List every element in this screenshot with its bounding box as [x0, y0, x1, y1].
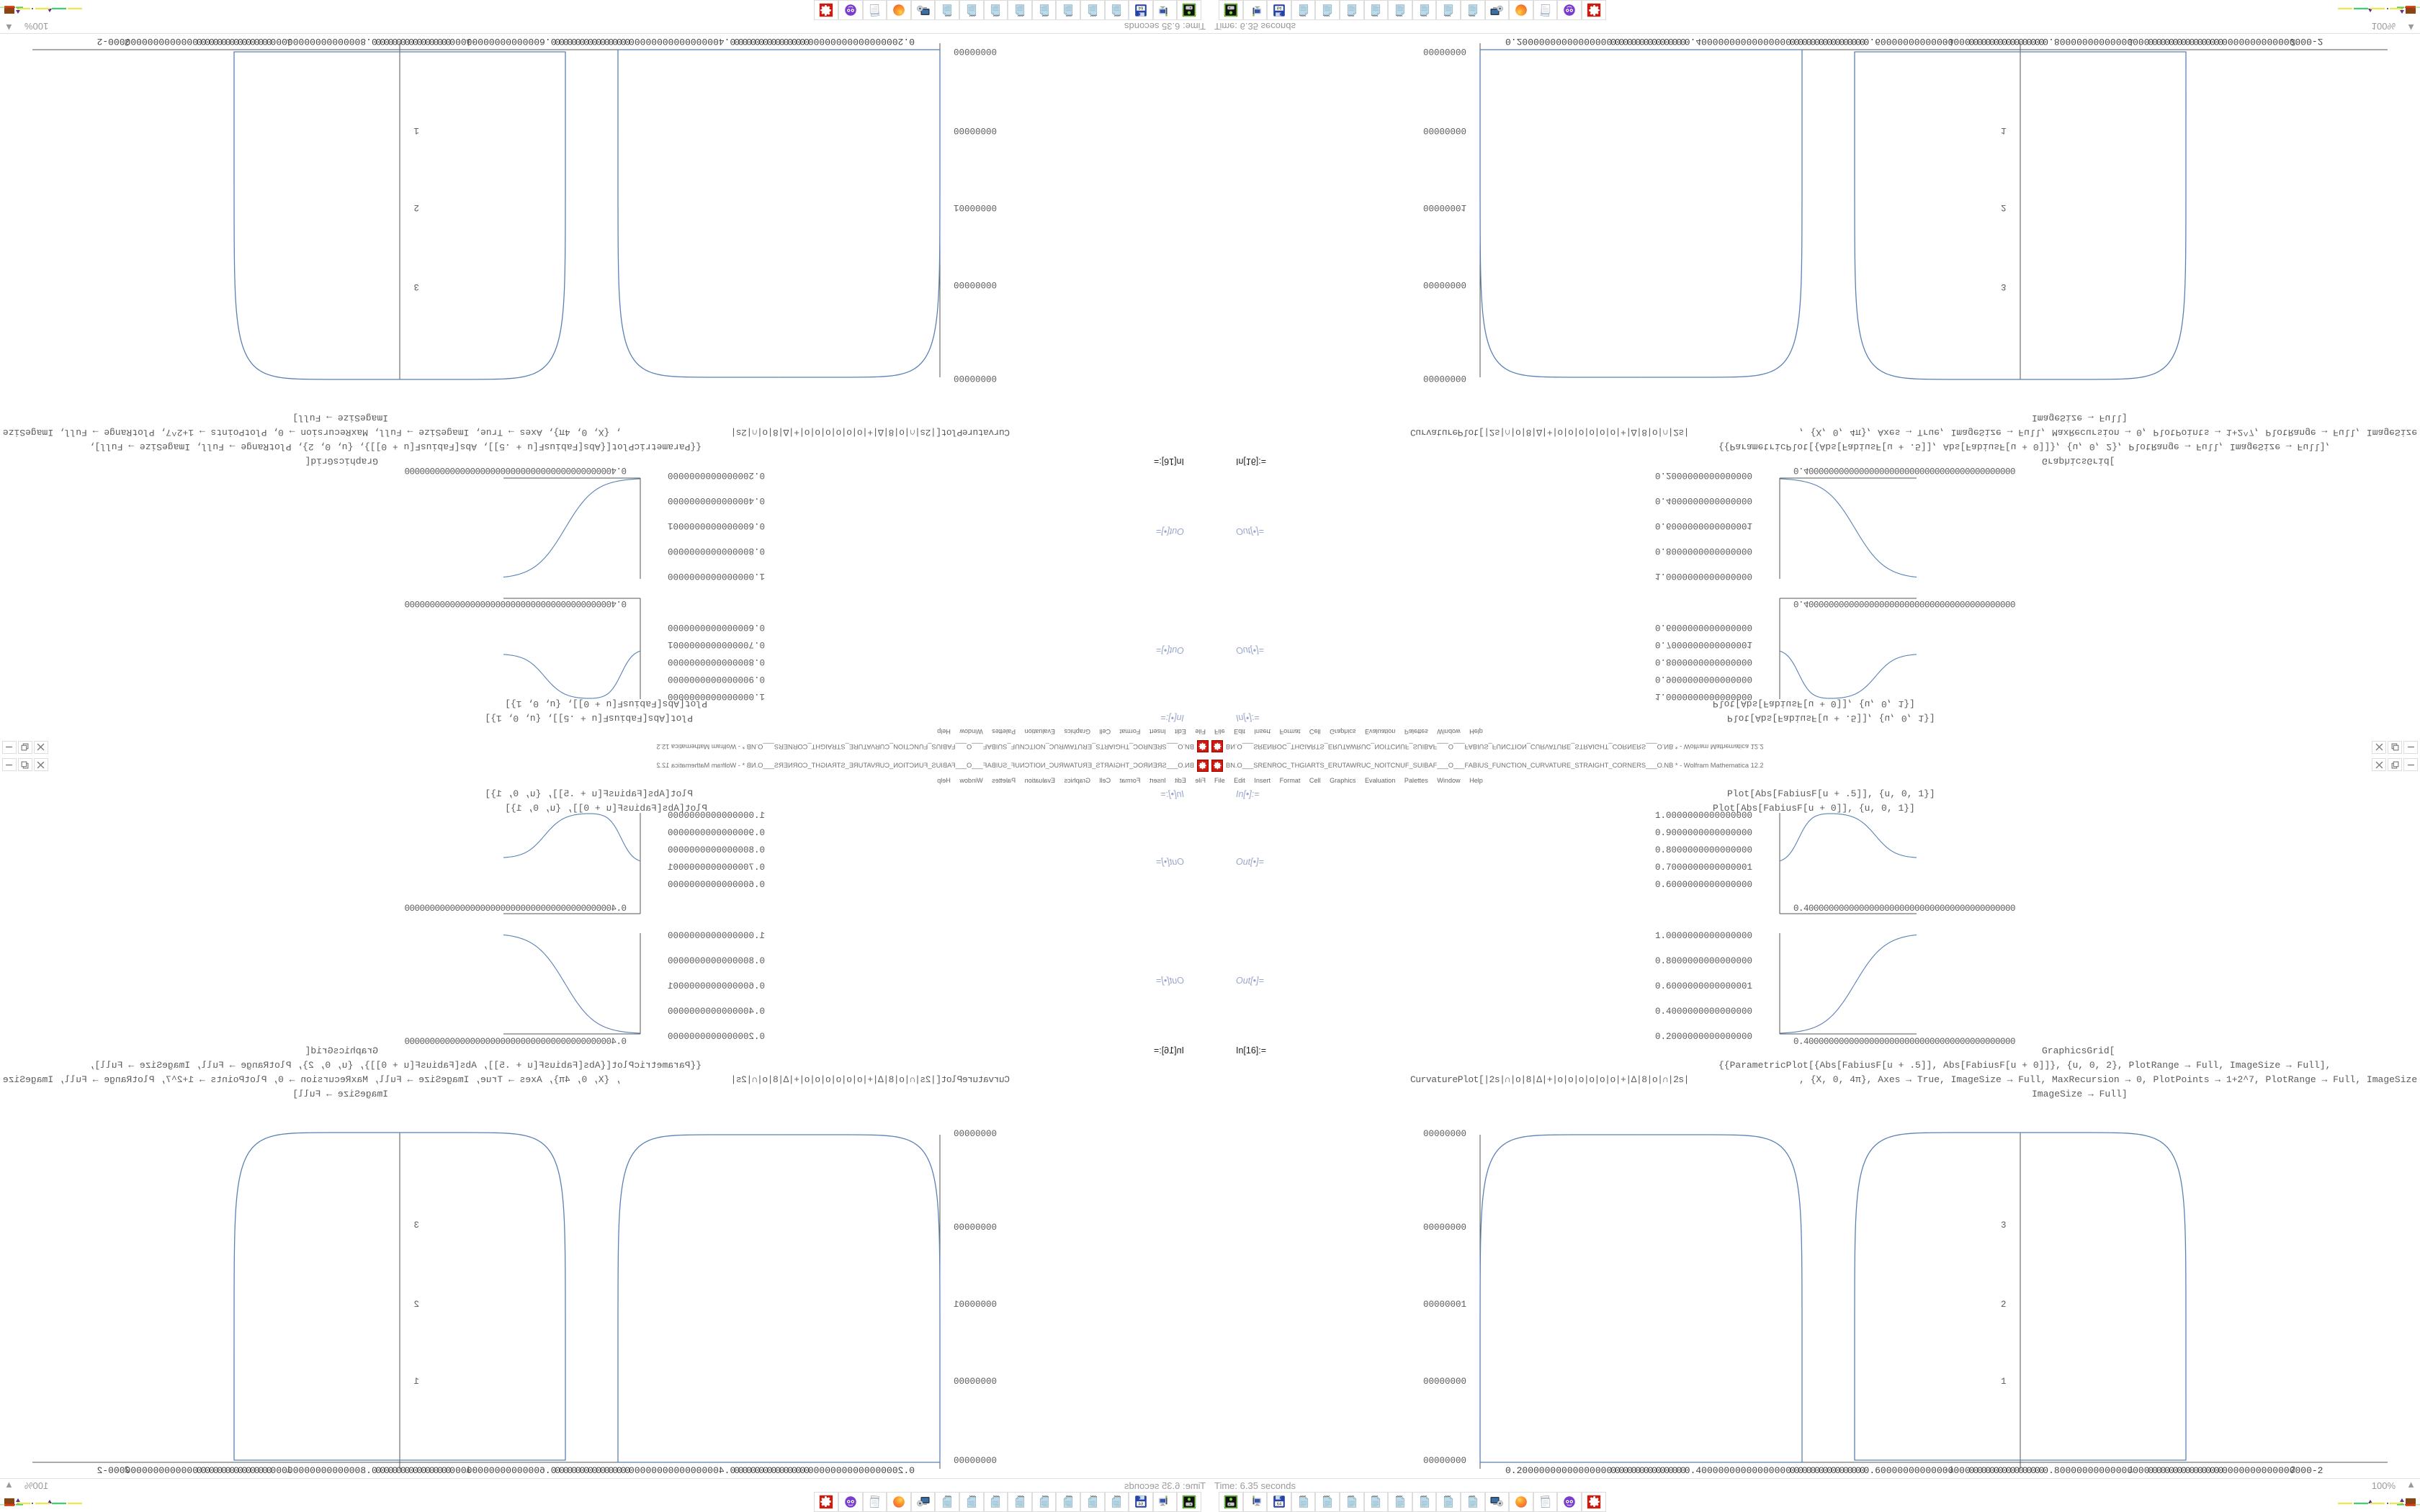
svg-text:64: 64: [1138, 1503, 1143, 1507]
svg-text:64: 64: [1138, 5, 1143, 9]
svg-text:64: 64: [1277, 1503, 1282, 1507]
svg-text:64: 64: [1277, 5, 1282, 9]
